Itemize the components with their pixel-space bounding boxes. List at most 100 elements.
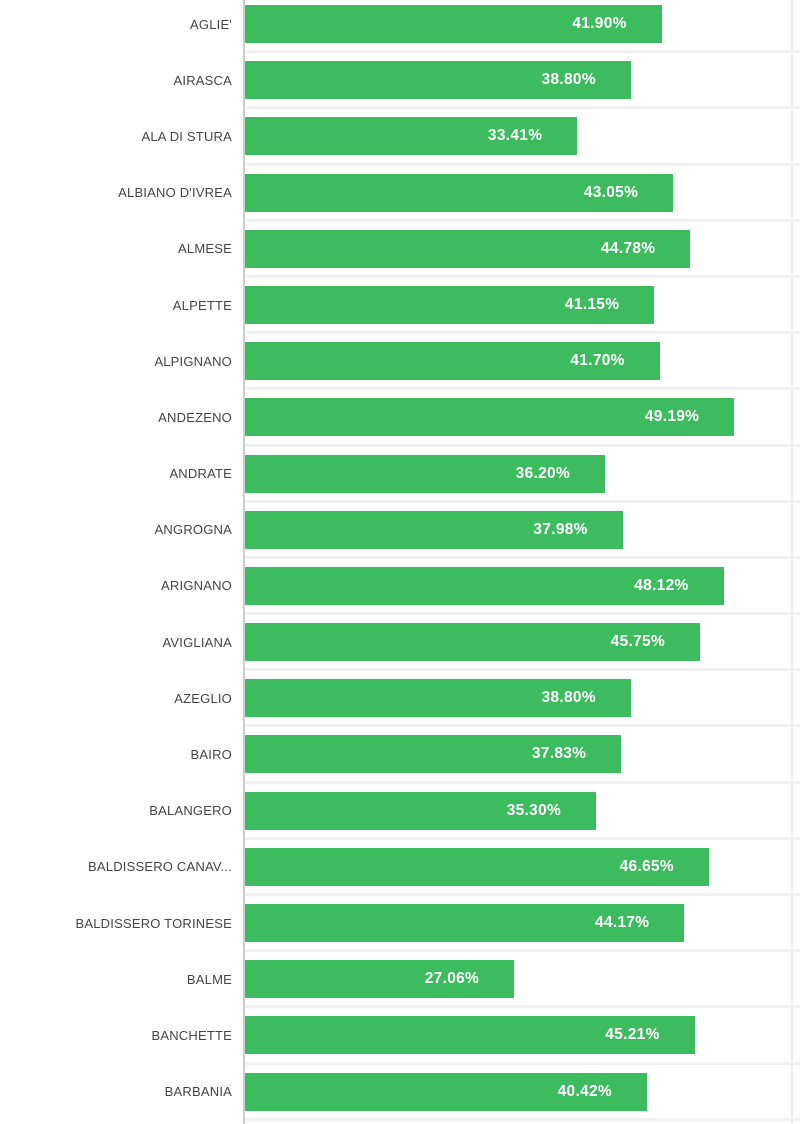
bar[interactable]: 49.19% — [245, 398, 735, 437]
category-label: AGLIE' — [190, 16, 232, 32]
bar[interactable]: 37.98% — [245, 510, 623, 549]
chart-row: ANGROGNA 37.98% — [0, 502, 800, 560]
chart-row: ARIGNANO 48.12% — [0, 558, 800, 616]
bar-track: 49.19% — [245, 398, 800, 437]
category-label: AZEGLIO — [174, 690, 232, 706]
category-label: ARIGNANO — [161, 578, 232, 594]
bar[interactable]: 43.05% — [245, 173, 674, 212]
chart-row: ALMESE 44.78% — [0, 221, 800, 279]
chart-row: BANCHETTE 45.21% — [0, 1007, 800, 1065]
bar-track: 44.78% — [245, 229, 800, 268]
bar[interactable]: 27.06% — [245, 960, 515, 999]
bar-track: 27.06% — [245, 960, 800, 999]
bar-value-label: 41.70% — [570, 352, 625, 370]
bar-value-label: 37.83% — [531, 745, 587, 763]
category-label: ALMESE — [178, 241, 232, 257]
bar-value-label: 45.21% — [605, 1026, 660, 1044]
bar-value-label: 36.20% — [515, 464, 571, 482]
category-label: AVIGLIANA — [162, 634, 232, 650]
bar-value-label: 43.05% — [583, 183, 639, 201]
bar[interactable]: 45.75% — [245, 623, 701, 662]
bar-value-label: 35.30% — [506, 801, 562, 819]
bar-value-label: 38.80% — [541, 689, 596, 707]
bar-track: 33.41% — [245, 117, 800, 156]
category-label: BANCHETTE — [151, 1027, 232, 1043]
category-label: ALA DI STURA — [141, 128, 232, 144]
bar[interactable]: 38.80% — [245, 61, 631, 100]
category-label: BALME — [186, 971, 232, 987]
chart-row: BALME 27.06% — [0, 951, 800, 1009]
bar[interactable]: 40.42% — [245, 1072, 648, 1111]
chart-row: ANDEZENO 49.19% — [0, 389, 800, 447]
chart-row: AIRASCA 38.80% — [0, 52, 800, 110]
bar-track: 38.80% — [245, 679, 800, 718]
bar-value-label: 33.41% — [487, 127, 543, 145]
bar-track: 48.12% — [245, 566, 800, 605]
chart-row: AZEGLIO 38.80% — [0, 670, 800, 728]
bar-track: 36.20% — [245, 454, 800, 493]
chart-row: ALA DI STURA 33.41% — [0, 108, 800, 166]
chart-row: BALDISSERO CANAV... 46.65% — [0, 839, 800, 897]
bar-value-label: 37.98% — [533, 520, 588, 538]
bar[interactable]: 33.41% — [245, 117, 578, 156]
category-label: AIRASCA — [173, 72, 232, 88]
bar-value-label: 44.17% — [594, 914, 650, 931]
bar-value-label: 41.15% — [564, 295, 620, 313]
category-label: ANDRATE — [169, 466, 232, 482]
chart-row: BALDISSERO TORINESE 44.17% — [0, 895, 800, 953]
bar[interactable]: 45.21% — [245, 1016, 695, 1055]
chart-row: BALANGERO 35.30% — [0, 783, 800, 841]
y-axis-line — [243, 0, 245, 1124]
bar[interactable]: 44.17% — [245, 904, 685, 942]
bar[interactable]: 44.78% — [245, 229, 691, 268]
bar-value-label: 38.80% — [541, 71, 596, 89]
x-axis-gridline — [791, 0, 793, 1124]
chart-row: ALPIGNANO 41.70% — [0, 333, 800, 391]
bar-track: 45.21% — [245, 1016, 800, 1055]
category-label: ALBIANO D'IVREA — [118, 185, 232, 201]
bar-track: 46.65% — [245, 847, 800, 886]
bar-value-label: 48.12% — [634, 576, 689, 594]
chart-row: AVIGLIANA 45.75% — [0, 614, 800, 672]
bar-value-label: 49.19% — [644, 408, 700, 426]
bar[interactable]: 46.65% — [245, 847, 709, 886]
chart-row: AGLIE' 41.90% — [0, 0, 800, 54]
bar[interactable]: 41.70% — [245, 342, 660, 381]
bar-track: 45.75% — [245, 623, 800, 662]
bar[interactable]: 41.15% — [245, 285, 655, 324]
bar[interactable]: 35.30% — [245, 791, 597, 830]
bar-track: 44.17% — [245, 904, 800, 942]
category-label: ANDEZENO — [158, 409, 232, 425]
bar-value-label: 41.90% — [572, 15, 627, 32]
bar[interactable]: 48.12% — [245, 566, 724, 605]
bar[interactable]: 36.20% — [245, 454, 606, 493]
chart-row: ALPETTE 41.15% — [0, 277, 800, 335]
bar-track: 41.15% — [245, 285, 800, 324]
bar-value-label: 40.42% — [557, 1082, 613, 1100]
chart-row: BAIRO 37.83% — [0, 726, 800, 784]
bar-track: 40.42% — [245, 1072, 800, 1111]
bar[interactable]: 41.90% — [245, 5, 662, 43]
bar-track: 37.98% — [245, 510, 800, 549]
bar[interactable]: 38.80% — [245, 679, 631, 718]
category-label: BALDISSERO TORINESE — [75, 915, 232, 931]
category-label: BALANGERO — [149, 803, 232, 819]
bar-value-label: 46.65% — [619, 857, 674, 875]
bar-value-label: 27.06% — [424, 970, 480, 988]
bar-value-label: 45.75% — [610, 633, 666, 651]
chart-row: ANDRATE 36.20% — [0, 446, 800, 503]
category-label: BALDISSERO CANAV... — [88, 859, 232, 875]
bar[interactable]: 37.83% — [245, 735, 622, 774]
bar-value-label: 44.78% — [601, 239, 656, 257]
bar-track: 37.83% — [245, 735, 800, 774]
chart-row: ALBIANO D'IVREA 43.05% — [0, 165, 800, 222]
category-label: BARBANIA — [164, 1084, 232, 1100]
category-label: ALPETTE — [172, 297, 232, 313]
bar-track: 41.70% — [245, 342, 800, 381]
chart-row: BARBANIA 40.42% — [0, 1064, 800, 1121]
bar-track: 43.05% — [245, 173, 800, 212]
category-label: ANGROGNA — [154, 522, 232, 538]
category-label: ALPIGNANO — [154, 353, 232, 369]
